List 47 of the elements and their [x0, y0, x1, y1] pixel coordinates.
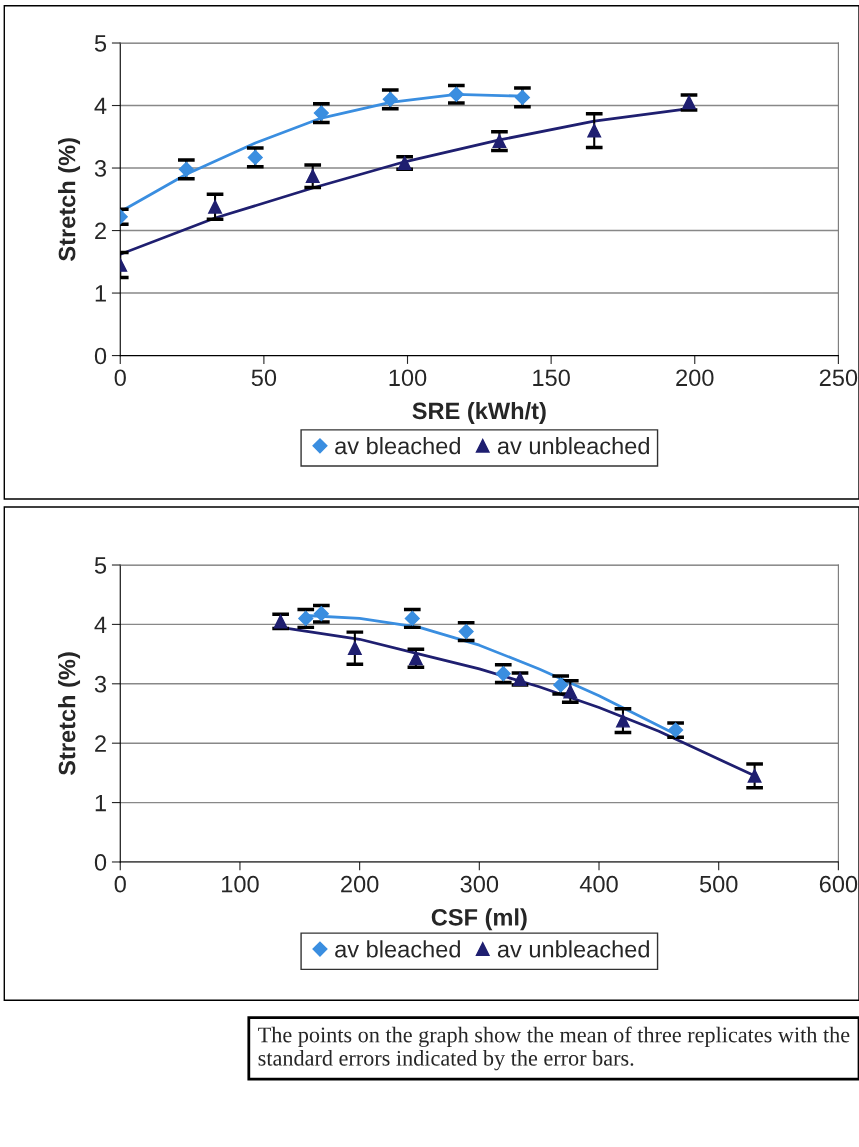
y-tick-label: 2 — [95, 222, 106, 240]
y-tick-label: 5 — [94, 557, 107, 574]
x-tick-label: 400 — [579, 875, 618, 893]
x-tick-label: 200 — [676, 369, 714, 387]
x-tick-label: 500 — [699, 875, 738, 893]
y-tick-label: 3 — [94, 675, 107, 693]
point — [616, 713, 630, 728]
y-tick-label: 4 — [94, 97, 107, 115]
y-axis-title: Stretch (%) — [58, 652, 81, 776]
x-axis-title: CSF (ml) — [431, 908, 527, 931]
x-tick-label: 0 — [114, 875, 126, 893]
y-tick-label: 5 — [94, 35, 107, 52]
x-tick-label: 100 — [222, 875, 259, 893]
point — [247, 149, 263, 165]
x-tick-label: 200 — [341, 875, 379, 893]
x-tick-label: 100 — [389, 369, 427, 387]
y-tick-label: 1 — [95, 794, 106, 812]
x-tick-label: 600 — [819, 875, 858, 893]
point — [408, 651, 423, 666]
point — [492, 134, 507, 149]
point — [747, 768, 762, 783]
point — [313, 105, 329, 121]
point — [587, 123, 602, 138]
x-tick-label: 50 — [251, 369, 277, 387]
x-tick-label: 0 — [114, 369, 126, 387]
x-axis-title: SRE (kWh/t) — [412, 401, 546, 424]
y-tick-label: 1 — [95, 285, 106, 302]
point — [382, 91, 398, 107]
y-tick-label: 4 — [94, 616, 107, 633]
x-tick-label: 300 — [460, 875, 499, 893]
point — [208, 199, 222, 214]
y-axis-title: Stretch (%) — [58, 138, 81, 261]
y-tick-label: 2 — [95, 735, 106, 752]
legend-label: av bleached — [335, 940, 460, 958]
point — [305, 169, 320, 184]
y-tick-label: 0 — [94, 854, 107, 871]
y-tick-label: 0 — [94, 347, 107, 365]
legend-label: av unbleached — [497, 436, 649, 455]
point — [347, 641, 362, 656]
x-tick-label: 250 — [819, 369, 858, 387]
x-tick-label: 150 — [533, 369, 570, 387]
point — [514, 89, 530, 105]
text: The points on the graph show the mean of three replicates with the standard errors indicated by the error bars. — [258, 1026, 850, 1071]
y-tick-label: 3 — [94, 160, 107, 177]
legend-label: av bleached — [335, 436, 460, 455]
legend-label: av unbleached — [497, 940, 649, 958]
point — [178, 161, 194, 177]
